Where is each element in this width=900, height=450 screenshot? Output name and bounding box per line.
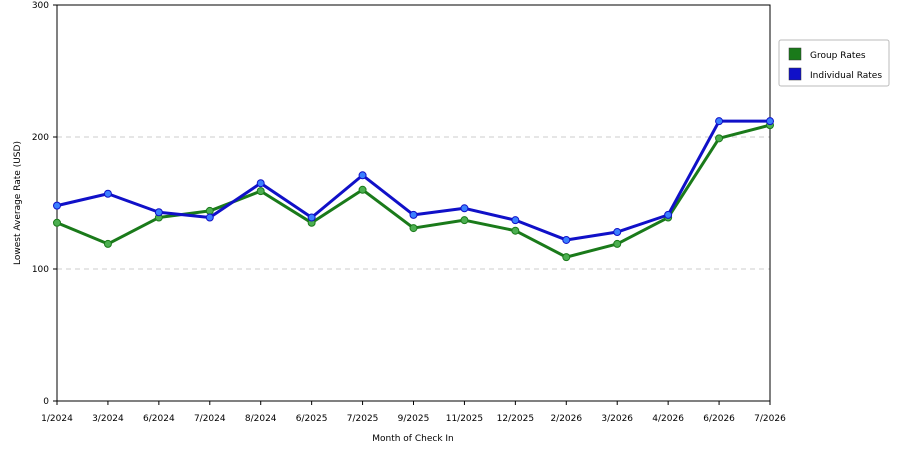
- x-tick-label: 6/2026: [703, 414, 735, 424]
- data-point: [715, 117, 724, 126]
- x-tick-label: 12/2025: [497, 414, 534, 424]
- data-point: [358, 171, 367, 180]
- x-tick-label: 8/2024: [245, 414, 277, 424]
- x-tick-label: 7/2024: [194, 414, 226, 424]
- data-point: [715, 134, 724, 143]
- x-tick-label: 9/2025: [398, 414, 430, 424]
- x-axis: 1/2024 3/2024 6/2024 7/2024 8/2024 6/2025 7/20…: [41, 401, 786, 424]
- x-tick-label: 6/2024: [143, 414, 175, 424]
- data-point: [358, 185, 367, 194]
- y-axis-title: Lowest Average Rate (USD): [13, 141, 23, 265]
- y-axis: 0 100 200 300: [32, 1, 57, 407]
- legend-swatch: [788, 67, 802, 81]
- legend-label: Group Rates: [810, 51, 866, 61]
- data-point: [205, 213, 214, 222]
- data-point: [511, 226, 520, 235]
- data-point: [613, 239, 622, 248]
- x-tick-label: 6/2025: [296, 414, 328, 424]
- series-layer: [53, 117, 774, 262]
- y-tick-label: 100: [32, 265, 49, 275]
- data-point: [53, 201, 61, 210]
- x-axis-title: Month of Check In: [372, 434, 454, 444]
- x-tick-label: 3/2026: [601, 414, 633, 424]
- x-tick-label: 7/2025: [347, 414, 379, 424]
- legend: Group Rates Individual Rates: [778, 39, 890, 87]
- x-tick-label: 2/2026: [550, 414, 582, 424]
- data-point: [53, 218, 61, 227]
- data-point: [460, 216, 469, 225]
- series-line: [56, 123, 771, 259]
- data-point: [664, 210, 673, 219]
- data-point: [154, 208, 163, 217]
- data-point: [307, 213, 316, 222]
- data-point: [613, 228, 622, 237]
- x-tick-label: 11/2025: [446, 414, 483, 424]
- data-point: [409, 224, 418, 233]
- data-point: [766, 117, 774, 126]
- x-tick-label: 3/2024: [92, 414, 124, 424]
- series-line: [56, 119, 770, 242]
- series-group-rates: [53, 121, 774, 262]
- legend-box: [778, 39, 890, 87]
- y-tick-label: 200: [32, 133, 49, 143]
- legend-label: Individual Rates: [810, 71, 882, 81]
- legend-swatch: [788, 47, 802, 61]
- plot-frame: [56, 4, 771, 402]
- data-point: [409, 210, 418, 219]
- data-point: [103, 239, 112, 248]
- data-point: [256, 179, 265, 188]
- x-tick-label: 4/2026: [652, 414, 684, 424]
- x-tick-label: 7/2026: [754, 414, 786, 424]
- data-point: [103, 189, 112, 198]
- x-tick-label: 1/2024: [41, 414, 73, 424]
- data-point: [511, 216, 520, 225]
- data-point: [205, 206, 214, 215]
- grid-lines: [57, 136, 770, 270]
- data-point: [460, 204, 469, 213]
- data-point: [562, 235, 571, 244]
- y-tick-label: 0: [43, 397, 49, 407]
- data-point: [256, 187, 265, 196]
- y-tick-label: 300: [32, 1, 49, 11]
- series-individual-rates: [53, 117, 774, 244]
- data-point: [562, 253, 571, 262]
